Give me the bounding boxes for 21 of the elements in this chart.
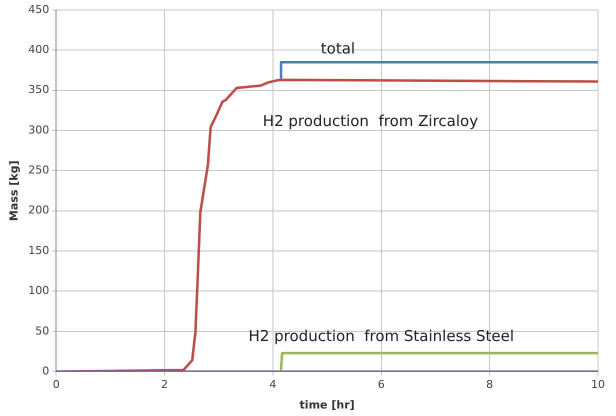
y-tick-label: 350: [28, 83, 50, 96]
series-label: H2 production from Stainless Steel: [248, 327, 514, 346]
series-label: H2 production from Zircaloy: [262, 112, 478, 130]
x-tick-label: 4: [269, 378, 276, 392]
y-tick-label: 0: [42, 364, 50, 378]
x-tick-label: 8: [486, 378, 494, 392]
x-axis-title: time [hr]: [300, 398, 355, 412]
y-tick-label: 50: [35, 324, 50, 338]
y-tick-label: 400: [28, 43, 50, 56]
y-tick-label: 200: [28, 204, 50, 217]
y-tick-label: 250: [28, 164, 50, 177]
y-tick-label: 450: [28, 2, 50, 16]
y-axis-title: Mass [kg]: [7, 160, 20, 222]
x-tick-label: 6: [378, 378, 385, 392]
x-tick-label: 10: [591, 378, 605, 392]
y-tick-label: 150: [28, 244, 50, 257]
x-tick-label: 0: [52, 378, 60, 392]
x-tick-label: 2: [161, 378, 168, 392]
y-tick-label: 300: [28, 123, 50, 136]
series-label: total: [320, 40, 356, 58]
y-tick-label: 100: [28, 284, 50, 298]
